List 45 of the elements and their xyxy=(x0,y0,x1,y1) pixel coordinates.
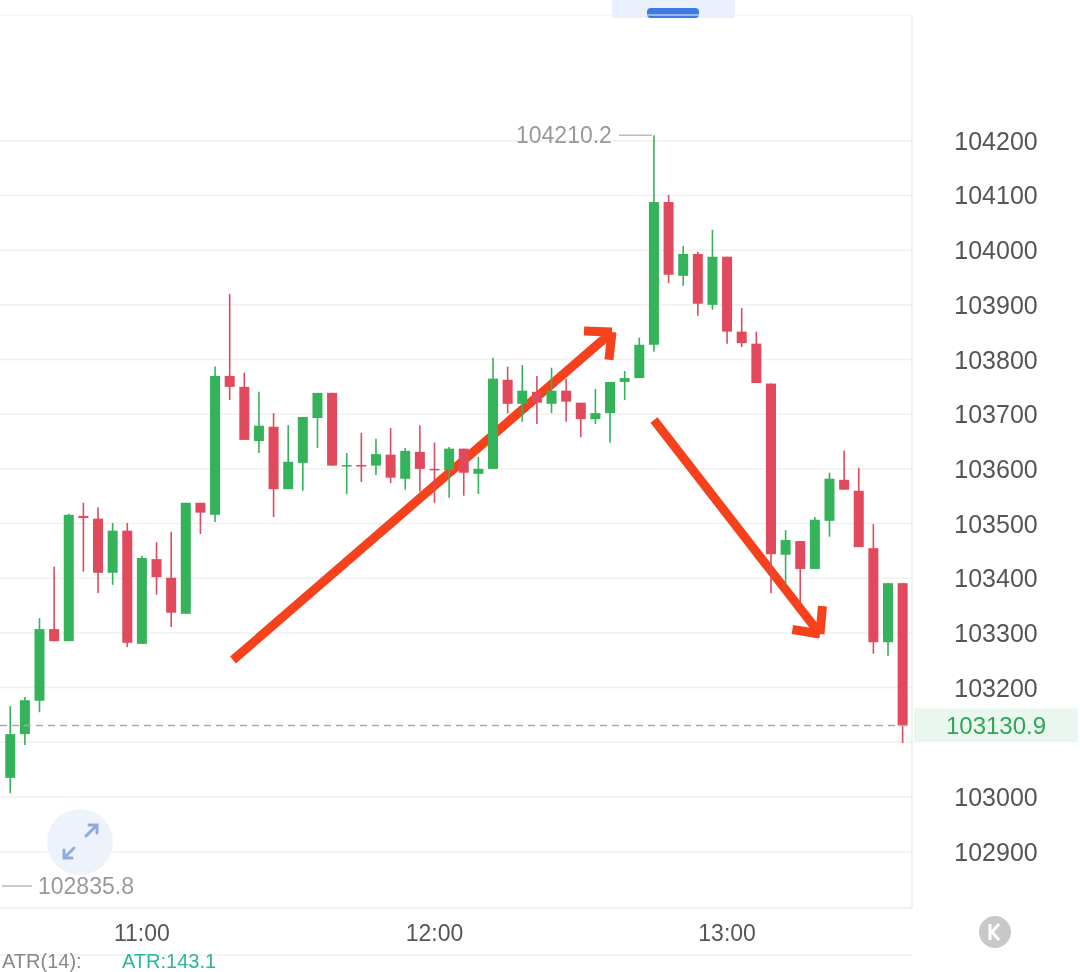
y-tick-label: 103600 xyxy=(954,454,1038,483)
candlestick xyxy=(341,452,352,495)
candlestick xyxy=(356,431,367,483)
y-tick-label: 102900 xyxy=(954,837,1038,866)
ref-line-label: 103130.9 xyxy=(945,712,1047,740)
y-tick-label: 104200 xyxy=(954,126,1038,155)
candlestick xyxy=(546,366,557,414)
candlestick xyxy=(736,307,747,348)
annotation: 102835.8 xyxy=(38,873,134,899)
candlestick xyxy=(444,446,455,499)
y-tick-label: 103300 xyxy=(954,618,1038,647)
candlestick xyxy=(253,390,264,454)
candlestick xyxy=(517,364,528,423)
text: ATR:143.1 xyxy=(122,950,217,972)
y-tick-label: 103200 xyxy=(954,673,1038,702)
y-tick-label: 103400 xyxy=(954,564,1038,593)
x-tick-label: 12:00 xyxy=(405,920,464,946)
x-tick-label: 11:00 xyxy=(113,920,170,946)
candlestick xyxy=(78,501,89,573)
candlestick xyxy=(370,438,381,476)
candlestick xyxy=(151,541,162,596)
annotation: 104210.2 xyxy=(516,122,612,149)
y-tick-label: 103800 xyxy=(954,345,1038,374)
y-tick-label: 103000 xyxy=(954,782,1038,811)
y-tick-label: 104100 xyxy=(954,181,1038,210)
y-tick-label: 104000 xyxy=(954,236,1038,265)
text: ATR(14): xyxy=(2,950,82,972)
candlestick xyxy=(590,388,601,425)
candlestick xyxy=(385,427,396,484)
candlestick xyxy=(195,501,206,535)
candlestick xyxy=(224,293,235,401)
x-tick-label: 13:00 xyxy=(698,920,756,946)
y-tick-label: 103900 xyxy=(954,290,1038,319)
candlestick xyxy=(780,529,791,586)
candlestick xyxy=(575,401,586,438)
candlestick xyxy=(531,375,542,425)
y-tick-label: 103700 xyxy=(954,400,1038,429)
candlestick xyxy=(678,244,689,287)
y-tick-label: 103500 xyxy=(954,509,1038,538)
candlestick xyxy=(839,450,850,491)
candlestick xyxy=(414,424,425,493)
candlestick xyxy=(49,565,60,642)
candlestick xyxy=(473,456,484,495)
candlestick xyxy=(619,370,630,401)
candlestick xyxy=(561,377,572,423)
